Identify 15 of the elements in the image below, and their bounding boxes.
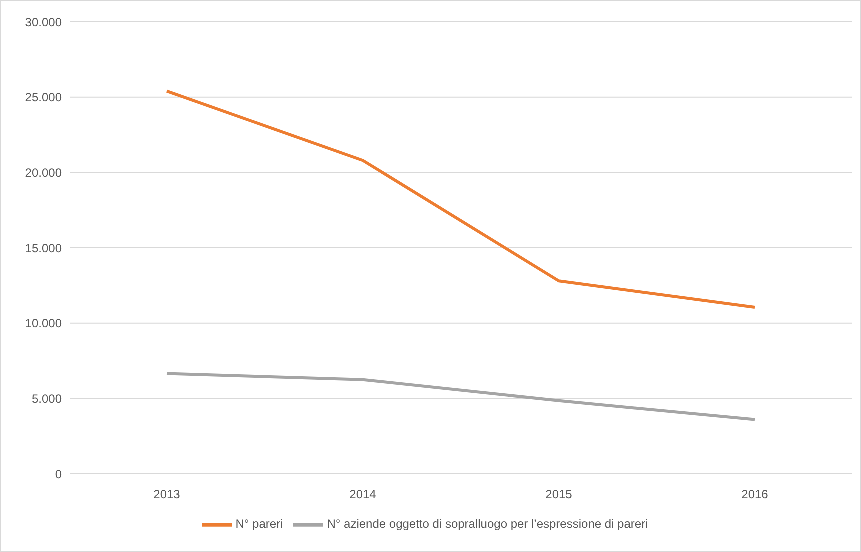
line-series xyxy=(166,90,756,310)
y-tick-label: 0 xyxy=(55,467,62,482)
legend-label: N° aziende oggetto di sopralluogo per l’espressione di pareri xyxy=(327,517,648,532)
y-tick-label: 15.000 xyxy=(25,241,62,256)
y-tick-label: 25.000 xyxy=(25,90,62,105)
y-tick-label: 10.000 xyxy=(25,316,62,331)
x-tick-label: 2016 xyxy=(742,488,769,502)
x-tick-label: 2013 xyxy=(154,488,181,502)
legend-label: N° pareri xyxy=(236,517,284,532)
x-tick-label: 2014 xyxy=(350,488,377,502)
y-tick-label: 30.000 xyxy=(25,15,62,30)
y-tick-label: 20.000 xyxy=(25,166,62,180)
x-tick-label: 2015 xyxy=(546,488,573,502)
y-tick-label: 5.000 xyxy=(32,392,62,406)
line-series xyxy=(166,372,756,422)
